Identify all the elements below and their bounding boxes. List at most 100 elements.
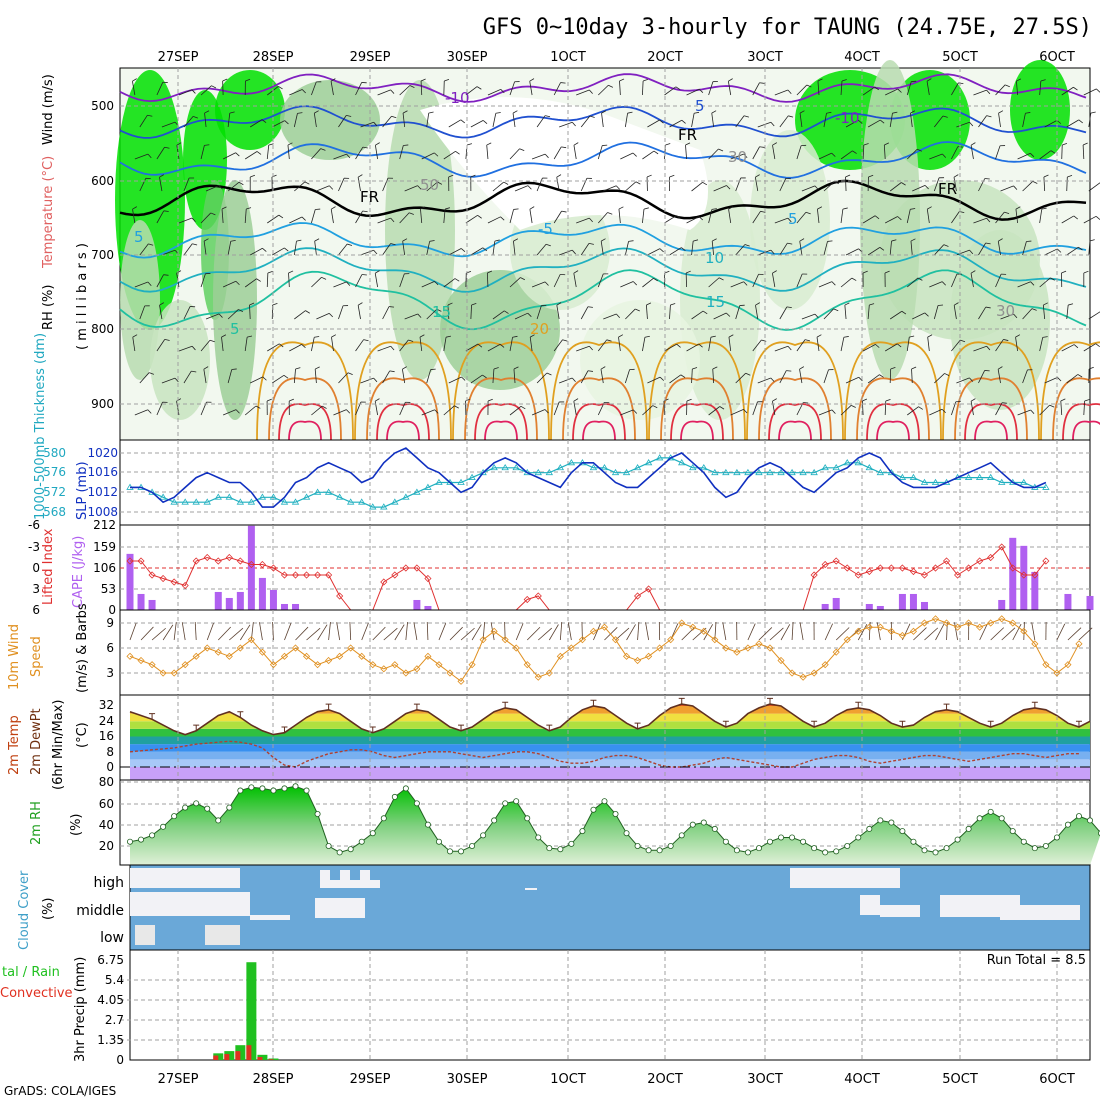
wind-barb <box>293 241 297 256</box>
thickness-point <box>435 478 443 485</box>
wind-barb <box>580 243 590 256</box>
tick-label: 800 <box>91 322 114 336</box>
wind-barb <box>382 370 391 384</box>
top-date-label: 5OCT <box>942 50 978 65</box>
wind-barb <box>597 145 603 160</box>
wind-barb <box>970 142 976 146</box>
wind-barb <box>164 146 170 149</box>
wind-barb <box>691 113 695 128</box>
cloud-cell <box>880 905 920 917</box>
wind-barb <box>132 209 136 224</box>
temp-band <box>130 767 1090 780</box>
wind-barb <box>787 345 792 351</box>
cloud-cell <box>160 892 170 916</box>
wind-speed-point <box>1042 661 1050 669</box>
li-point <box>225 553 233 562</box>
wind-barb <box>1049 404 1055 408</box>
wind-barb <box>620 281 634 288</box>
cloud-cell <box>330 880 340 888</box>
wind-barb <box>642 337 646 352</box>
rh-point <box>435 838 442 845</box>
rh-point <box>182 804 189 811</box>
rh-point <box>800 838 807 845</box>
wind-barb <box>788 115 794 118</box>
wind-speed-point <box>402 669 410 677</box>
wind-barb <box>924 627 939 641</box>
wind-barb <box>426 113 430 128</box>
wind-barb <box>132 81 136 96</box>
wind-barb <box>708 148 719 160</box>
thickness-point <box>159 493 167 500</box>
wind-barb <box>618 206 624 210</box>
temp-whisker <box>767 697 773 705</box>
wind-barb <box>1004 84 1010 88</box>
temp-whisker <box>458 724 465 731</box>
rh-blob <box>215 70 285 150</box>
wind-barb <box>444 207 451 210</box>
wind-barb <box>1013 313 1018 319</box>
wind-barb <box>448 119 462 128</box>
wind-barb <box>139 178 147 192</box>
wind-barb <box>272 622 274 641</box>
cloud-cell <box>210 892 220 916</box>
temperature-contour <box>670 403 724 441</box>
wind-barb <box>814 185 819 190</box>
wind-barb <box>559 377 573 384</box>
wind-barb <box>256 151 262 155</box>
top-date-label: 3OCT <box>747 50 783 65</box>
wind-barb <box>686 398 692 402</box>
li-point <box>336 592 344 600</box>
rh-point <box>524 815 531 822</box>
wind-barb <box>835 627 850 641</box>
wind-barb <box>979 623 988 641</box>
wind-barb <box>787 242 793 245</box>
wind-barb <box>492 369 495 384</box>
wind-barb <box>434 409 439 414</box>
tick-label: -6 <box>28 518 40 532</box>
wind-speed-point <box>435 661 443 669</box>
rh-ylabel: 2m RH <box>29 801 44 845</box>
wind-barb <box>313 113 317 128</box>
wind-barb <box>779 115 789 128</box>
wind-barb <box>556 302 562 306</box>
wind-barb <box>1057 377 1062 382</box>
temperature-contour <box>119 222 1087 259</box>
wind-barb <box>757 377 771 384</box>
wind-barb <box>357 174 363 178</box>
rh-point <box>391 793 398 800</box>
tick-label: 0 <box>32 561 40 575</box>
rh-point <box>1087 817 1094 824</box>
cloud-cell <box>800 868 810 888</box>
rh-point <box>480 832 487 839</box>
rh-point <box>458 848 465 855</box>
wind-barb <box>901 310 907 315</box>
wind-barb <box>503 181 509 185</box>
wind-barb <box>718 148 724 152</box>
wind-barb <box>553 210 562 224</box>
precip-convective-bar <box>246 1045 252 1060</box>
wind-barb <box>796 212 807 224</box>
cloud-ylabel-unit: (%) <box>41 898 56 921</box>
wind-barb <box>556 174 562 178</box>
wind-speed-point <box>391 661 399 669</box>
rh-point <box>513 798 520 805</box>
wind-barb <box>580 306 589 320</box>
wind-barb <box>801 313 816 320</box>
wind-barb <box>917 277 923 281</box>
wind-barb <box>159 174 164 178</box>
li-point <box>380 578 388 586</box>
wind-barb <box>580 115 591 128</box>
bottom-date-label: 1OCT <box>550 1072 586 1087</box>
wind-barb <box>289 398 295 402</box>
wind-barb <box>296 239 302 242</box>
wind-barb <box>200 212 212 224</box>
wind-speed-point <box>336 652 344 660</box>
wind-barb <box>347 372 353 376</box>
wind-barb <box>482 374 487 379</box>
wind-barb <box>817 78 823 82</box>
wind-barb <box>1004 211 1010 214</box>
wind-barb <box>250 174 256 178</box>
precip-plot-area <box>129 949 1091 1061</box>
li-point <box>965 564 973 572</box>
wind-barb <box>235 152 240 157</box>
